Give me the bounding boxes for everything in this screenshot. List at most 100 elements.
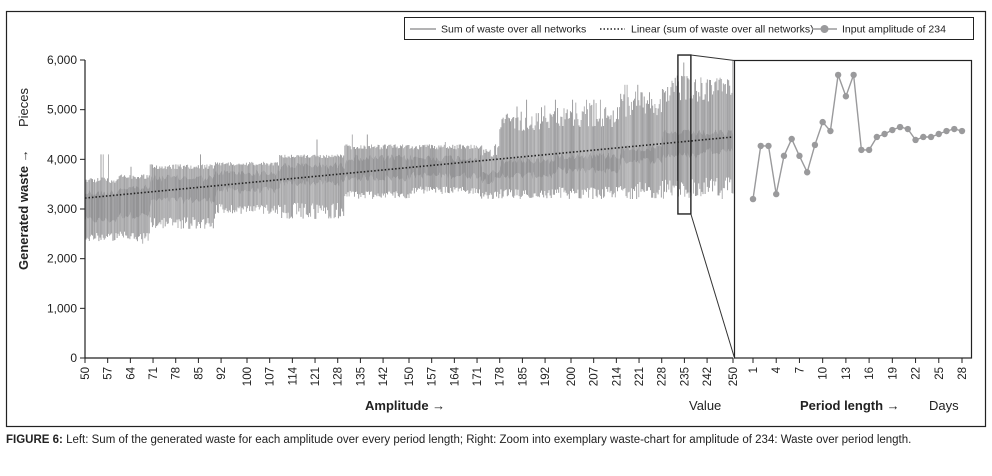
right-x-tick-label: 28 [957, 367, 969, 380]
x-tick-label: 107 [265, 367, 277, 386]
y-tick-label: 3,000 [47, 202, 77, 216]
figure-frame [5, 10, 987, 428]
x-tick-label: 50 [80, 367, 92, 380]
right-x-tick-label: 13 [841, 367, 853, 380]
right-x-tick-label: 22 [911, 367, 923, 380]
x-tick-label: 164 [449, 366, 461, 386]
caption-text: Left: Sum of the generated waste for eac… [62, 434, 912, 446]
amplitude-234-point [912, 136, 919, 144]
legend-label-linear: Linear (sum of waste over all networks) [631, 24, 814, 36]
y-tick-label: 1,000 [47, 301, 77, 315]
x-tick-label: 185 [517, 367, 529, 386]
zoom-connector-bottom [690, 213, 735, 359]
y-tick-label: 6,000 [47, 53, 77, 67]
x-tick-label: 228 [657, 367, 669, 386]
right-x-tick-label: 10 [818, 367, 830, 380]
zoom-rectangle [677, 54, 692, 215]
amplitude-234-point [803, 169, 811, 176]
amplitude-234-point [819, 118, 826, 126]
x-axis-unit-right: Days [929, 398, 959, 413]
amplitude-234-point [958, 127, 966, 135]
x-tick-label: 128 [333, 367, 345, 386]
x-tick-label: 178 [495, 367, 507, 386]
amplitude-234-point [873, 133, 881, 141]
x-tick-label: 235 [679, 367, 691, 386]
zoom-connector-top [690, 54, 735, 61]
x-tick-label: 121 [310, 367, 322, 386]
y-tick-label: 2,000 [47, 252, 77, 266]
x-tick-label: 92 [216, 367, 228, 380]
left-axes: 0 1,000 2,000 3,000 4,000 5,000 6,000 50 57 64 71 7… [47, 53, 740, 386]
x-tick-label: 85 [193, 367, 205, 380]
figure-caption: FIGURE 6: Left: Sum of the generated was… [6, 433, 986, 447]
x-tick-label: 242 [702, 367, 714, 386]
x-axis-label-left: Amplitude → [365, 398, 445, 413]
amplitude-234-point [796, 152, 803, 160]
x-tick-label: 64 [125, 366, 137, 379]
right-x-tick-label: 7 [794, 367, 806, 373]
y-axis-unit: Pieces [16, 87, 31, 127]
x-tick-label: 78 [171, 367, 183, 380]
right-x-tick-label: 25 [934, 367, 946, 380]
legend-box [404, 17, 974, 40]
y-axis-label: Generated waste → [16, 149, 31, 270]
y-tick-label: 4,000 [47, 152, 77, 166]
amplitude-234-point [889, 126, 896, 134]
amplitude-234-point [749, 195, 757, 203]
zoom-box [677, 54, 735, 359]
legend: Sum of waste over all networks Linear (s… [404, 17, 974, 40]
x-tick-label: 114 [287, 366, 299, 385]
amplitude-234-point [780, 152, 788, 160]
x-tick-label: 142 [378, 367, 390, 386]
x-tick-label: 71 [148, 367, 160, 380]
amplitude-234-point [920, 133, 927, 141]
amplitude-234-point [935, 130, 942, 138]
right-panel-frame [733, 59, 973, 359]
amplitude-234-point [896, 123, 904, 131]
amplitude-234-point [834, 71, 842, 79]
x-tick-label: 200 [566, 367, 578, 386]
amplitude-234-point [865, 146, 873, 154]
x-tick-label: 150 [404, 367, 416, 386]
amplitude-234-point [773, 190, 780, 198]
x-tick-label: 214 [611, 366, 623, 386]
x-tick-label: 250 [728, 367, 740, 386]
right-x-tick-label: 19 [887, 367, 899, 380]
right-axes: 1 4 7 10 13 16 19 22 25 28 [748, 358, 969, 380]
amplitude-234-point [881, 130, 888, 138]
x-tick-label: 207 [589, 367, 601, 386]
y-axis-title: Generated waste → Pieces [16, 87, 31, 270]
x-tick-label: 157 [427, 367, 439, 386]
x-tick-label: 171 [472, 367, 484, 386]
amplitude-234-point [927, 133, 935, 141]
amplitude-234-point [858, 146, 865, 154]
x-tick-label: 57 [103, 367, 115, 380]
amplitude-234-point [842, 93, 850, 100]
amplitude-234-point [811, 141, 819, 149]
caption-label: FIGURE 6: [6, 434, 63, 446]
amplitude-234-line [752, 74, 963, 200]
waste-sum-series [84, 60, 734, 244]
amplitude-234-series [749, 71, 966, 203]
right-x-tick-label: 4 [771, 366, 783, 373]
amplitude-234-point [850, 71, 857, 79]
y-tick-label: 5,000 [47, 103, 77, 117]
x-axis-label-right: Period length → [800, 398, 900, 413]
legend-label-sum: Sum of waste over all networks [441, 24, 586, 36]
amplitude-234-point [827, 127, 834, 135]
legend-label-amplitude: Input amplitude of 234 [842, 24, 946, 36]
x-tick-label: 221 [634, 367, 646, 386]
right-x-tick-label: 1 [748, 367, 760, 373]
amplitude-234-point [788, 135, 795, 143]
y-tick-label: 0 [70, 351, 77, 365]
right-x-tick-label: 16 [864, 367, 876, 380]
x-axis-unit-left: Value [689, 398, 721, 413]
x-tick-label: 192 [540, 367, 552, 386]
amplitude-234-point [943, 127, 950, 135]
amplitude-234-point [904, 125, 912, 133]
amplitude-234-point [765, 142, 772, 150]
amplitude-234-point [951, 125, 958, 133]
x-tick-label: 135 [355, 367, 367, 386]
amplitude-234-point [757, 142, 764, 150]
